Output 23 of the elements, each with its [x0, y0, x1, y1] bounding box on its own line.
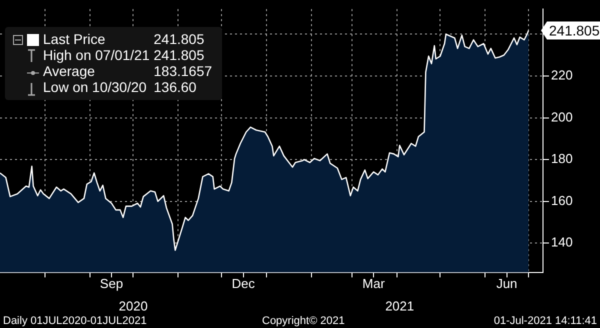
annotation: 136.60	[152, 79, 198, 96]
text: 01-Jul-2021 14:11:41	[494, 315, 597, 328]
x-tick-label: Mar	[362, 276, 386, 292]
x-tick-label: Jun	[496, 276, 518, 292]
x2-tick-label: 2020	[118, 298, 148, 314]
y-tick-label: 140	[551, 234, 573, 250]
y-tick-label: 220	[551, 68, 573, 83]
y-tick-label: 160	[551, 192, 573, 208]
legend-label: Last Price	[42, 31, 106, 47]
annotation: High on 07/01/21	[42, 47, 151, 64]
annotation: 183.1657	[152, 63, 214, 80]
annotation: 241.805	[152, 47, 206, 64]
annotation: 241.805	[549, 22, 600, 38]
annotation: Low on 10/30/20	[42, 79, 148, 96]
annotation: 241.805	[152, 31, 206, 47]
x2-tick-label: 2021	[385, 298, 414, 314]
y-tick-label: 200	[551, 109, 573, 124]
text: Daily 01JUL2020-01JUL2021	[3, 315, 147, 328]
x-tick-label: Sep	[100, 276, 124, 292]
annotation: Average	[42, 63, 96, 80]
text: Copyright© 2021	[262, 315, 345, 328]
y-tick-label: 180	[551, 151, 573, 166]
x-tick-label: Dec	[232, 276, 256, 292]
